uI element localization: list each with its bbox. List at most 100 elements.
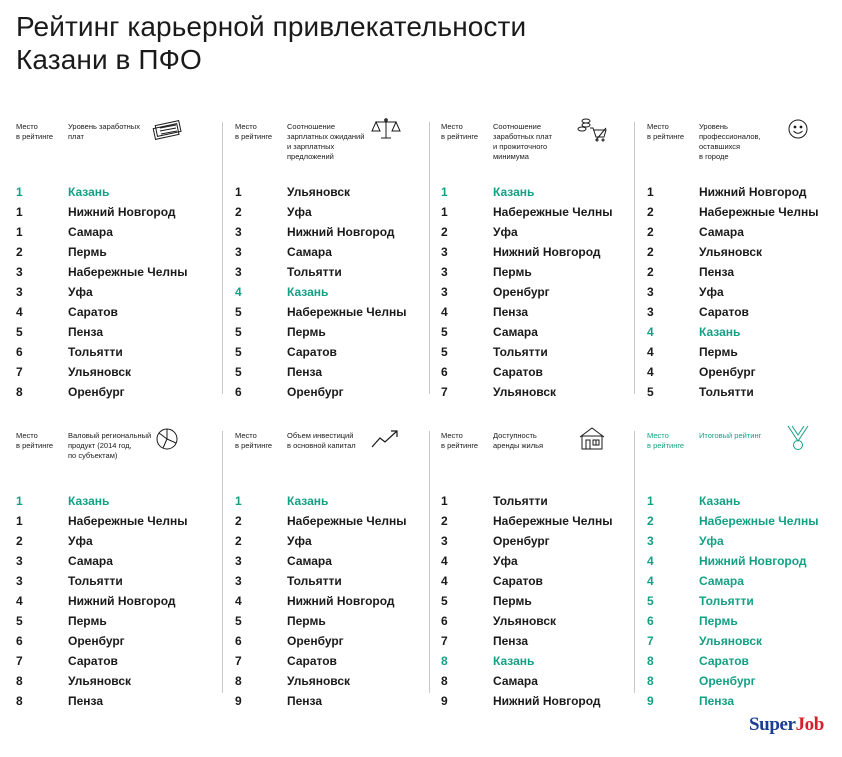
- city-name: Саратов: [68, 654, 118, 668]
- ranking-row: 9 Нижний Новгород: [441, 691, 636, 711]
- city-name: Оренбург: [699, 674, 756, 688]
- rating-panel: Место в рейтинге Соотношение заработных п…: [441, 118, 636, 402]
- ranking-row: 8 Оренбург: [647, 671, 842, 691]
- rank-value: 5: [235, 614, 242, 628]
- city-name: Уфа: [287, 205, 312, 219]
- rank-value: 1: [16, 494, 23, 508]
- city-name: Оренбург: [287, 385, 344, 399]
- rank-value: 4: [235, 594, 242, 608]
- city-name: Оренбург: [493, 534, 550, 548]
- ranking-row: 3 Тольятти: [235, 262, 430, 282]
- rank-value: 3: [235, 245, 242, 259]
- criterion-header: Валовый региональный продукт (2014 год, …: [68, 431, 152, 460]
- rank-value: 4: [647, 345, 654, 359]
- rank-value: 9: [235, 694, 242, 708]
- house-icon: [576, 425, 608, 451]
- city-name: Казань: [68, 185, 110, 199]
- rank-value: 7: [235, 654, 242, 668]
- criterion-header: Соотношение заработных плат и прожиточно…: [493, 122, 552, 161]
- city-name: Самара: [493, 674, 538, 688]
- smiley-icon: [782, 116, 814, 142]
- ranking-row: 8 Ульяновск: [16, 671, 211, 691]
- rank-value: 3: [441, 534, 448, 548]
- city-name: Саратов: [493, 365, 543, 379]
- rank-value: 2: [16, 245, 23, 259]
- ranking-row: 9 Пенза: [235, 691, 430, 711]
- city-name: Пермь: [493, 265, 532, 279]
- city-name: Ульяновск: [493, 385, 557, 399]
- city-name: Самара: [287, 245, 332, 259]
- criterion-header: Объем инвестиций в основной капитал: [287, 431, 356, 450]
- column-divider: [634, 431, 635, 693]
- city-name: Ульяновск: [699, 634, 763, 648]
- city-name: Набережные Челны: [68, 514, 188, 528]
- ranking-row: 2 Набережные Челны: [647, 511, 842, 531]
- city-name: Ульяновск: [287, 674, 351, 688]
- ranking-row: 1 Нижний Новгород: [16, 202, 211, 222]
- rating-panel: Место в рейтинге Итоговый рейтинг 1 Казань 2…: [647, 425, 842, 711]
- ranking-row: 3 Саратов: [647, 302, 842, 322]
- ranking-row: 1 Набережные Челны: [441, 202, 636, 222]
- rank-value: 4: [441, 554, 448, 568]
- ranking-row: 5 Набережные Челны: [235, 302, 430, 322]
- criterion-header: Итоговый рейтинг: [699, 431, 762, 440]
- rank-value: 4: [647, 325, 654, 339]
- ranking-row: 3 Тольятти: [235, 571, 430, 591]
- rank-value: 2: [235, 205, 242, 219]
- rank-value: 5: [441, 594, 448, 608]
- ranking-row: 8 Ульяновск: [235, 671, 430, 691]
- rank-value: 7: [441, 385, 448, 399]
- ranking-row: 1 Ульяновск: [235, 182, 430, 202]
- rank-value: 1: [235, 185, 242, 199]
- ranking-list: 1 Нижний Новгород 2 Набережные Челны 2 Самара…: [647, 182, 842, 402]
- ranking-row: 4 Саратов: [16, 302, 211, 322]
- city-name: Самара: [68, 225, 113, 239]
- city-name: Ульяновск: [68, 674, 132, 688]
- ranking-row: 2 Уфа: [235, 531, 430, 551]
- city-name: Пенза: [699, 265, 735, 279]
- rank-value: 2: [647, 225, 654, 239]
- rank-value: 5: [16, 325, 23, 339]
- city-name: Набережные Челны: [287, 305, 407, 319]
- rank-value: 3: [16, 265, 23, 279]
- pie-chart-icon: [151, 425, 183, 451]
- city-name: Саратов: [493, 574, 543, 588]
- rank-value: 1: [441, 205, 448, 219]
- ranking-row: 3 Уфа: [647, 531, 842, 551]
- city-name: Тольятти: [493, 494, 548, 508]
- ranking-row: 3 Набережные Челны: [16, 262, 211, 282]
- rank-value: 3: [647, 285, 654, 299]
- city-name: Нижний Новгород: [68, 205, 176, 219]
- rank-value: 3: [235, 265, 242, 279]
- ranking-list: 1 Казань 1 Набережные Челны 2 Уфа 3 Нижний Новг…: [441, 182, 636, 402]
- rank-value: 1: [441, 185, 448, 199]
- scales-icon: [370, 116, 402, 142]
- ranking-row: 1 Набережные Челны: [16, 511, 211, 531]
- rank-value: 5: [235, 305, 242, 319]
- column-divider: [429, 122, 430, 394]
- money-stack-icon: [151, 116, 183, 142]
- ranking-row: 7 Ульяновск: [441, 382, 636, 402]
- rank-value: 4: [647, 554, 654, 568]
- rank-value: 7: [16, 654, 23, 668]
- column-divider: [634, 122, 635, 394]
- place-column-header: Место в рейтинге: [441, 122, 479, 141]
- ranking-row: 4 Нижний Новгород: [647, 551, 842, 571]
- column-divider: [222, 122, 223, 394]
- ranking-row: 7 Саратов: [235, 651, 430, 671]
- ranking-list: 1 Казань 1 Набережные Челны 2 Уфа 3 Самара 3 Толь…: [16, 491, 211, 711]
- ranking-row: 5 Саратов: [235, 342, 430, 362]
- city-name: Набережные Челны: [699, 205, 819, 219]
- ranking-row: 5 Тольятти: [647, 382, 842, 402]
- city-name: Самара: [493, 325, 538, 339]
- rank-value: 2: [235, 514, 242, 528]
- rating-panel: Место в рейтинге Уровень заработных плат 1…: [16, 120, 211, 402]
- rank-value: 2: [441, 225, 448, 239]
- ranking-row: 9 Пенза: [647, 691, 842, 711]
- city-name: Самара: [699, 574, 744, 588]
- city-name: Пермь: [68, 245, 107, 259]
- rank-value: 8: [441, 674, 448, 688]
- rank-value: 1: [16, 185, 23, 199]
- rank-value: 3: [16, 574, 23, 588]
- rank-value: 5: [235, 365, 242, 379]
